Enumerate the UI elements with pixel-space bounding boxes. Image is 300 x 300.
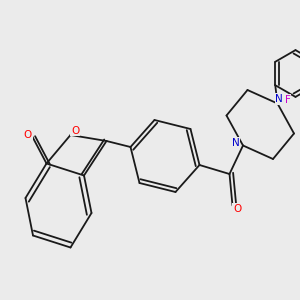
Text: O: O — [233, 203, 241, 214]
Text: N: N — [275, 94, 283, 104]
Text: F: F — [285, 95, 291, 105]
Text: N: N — [232, 137, 239, 148]
Text: O: O — [71, 125, 79, 136]
Text: O: O — [24, 130, 32, 140]
